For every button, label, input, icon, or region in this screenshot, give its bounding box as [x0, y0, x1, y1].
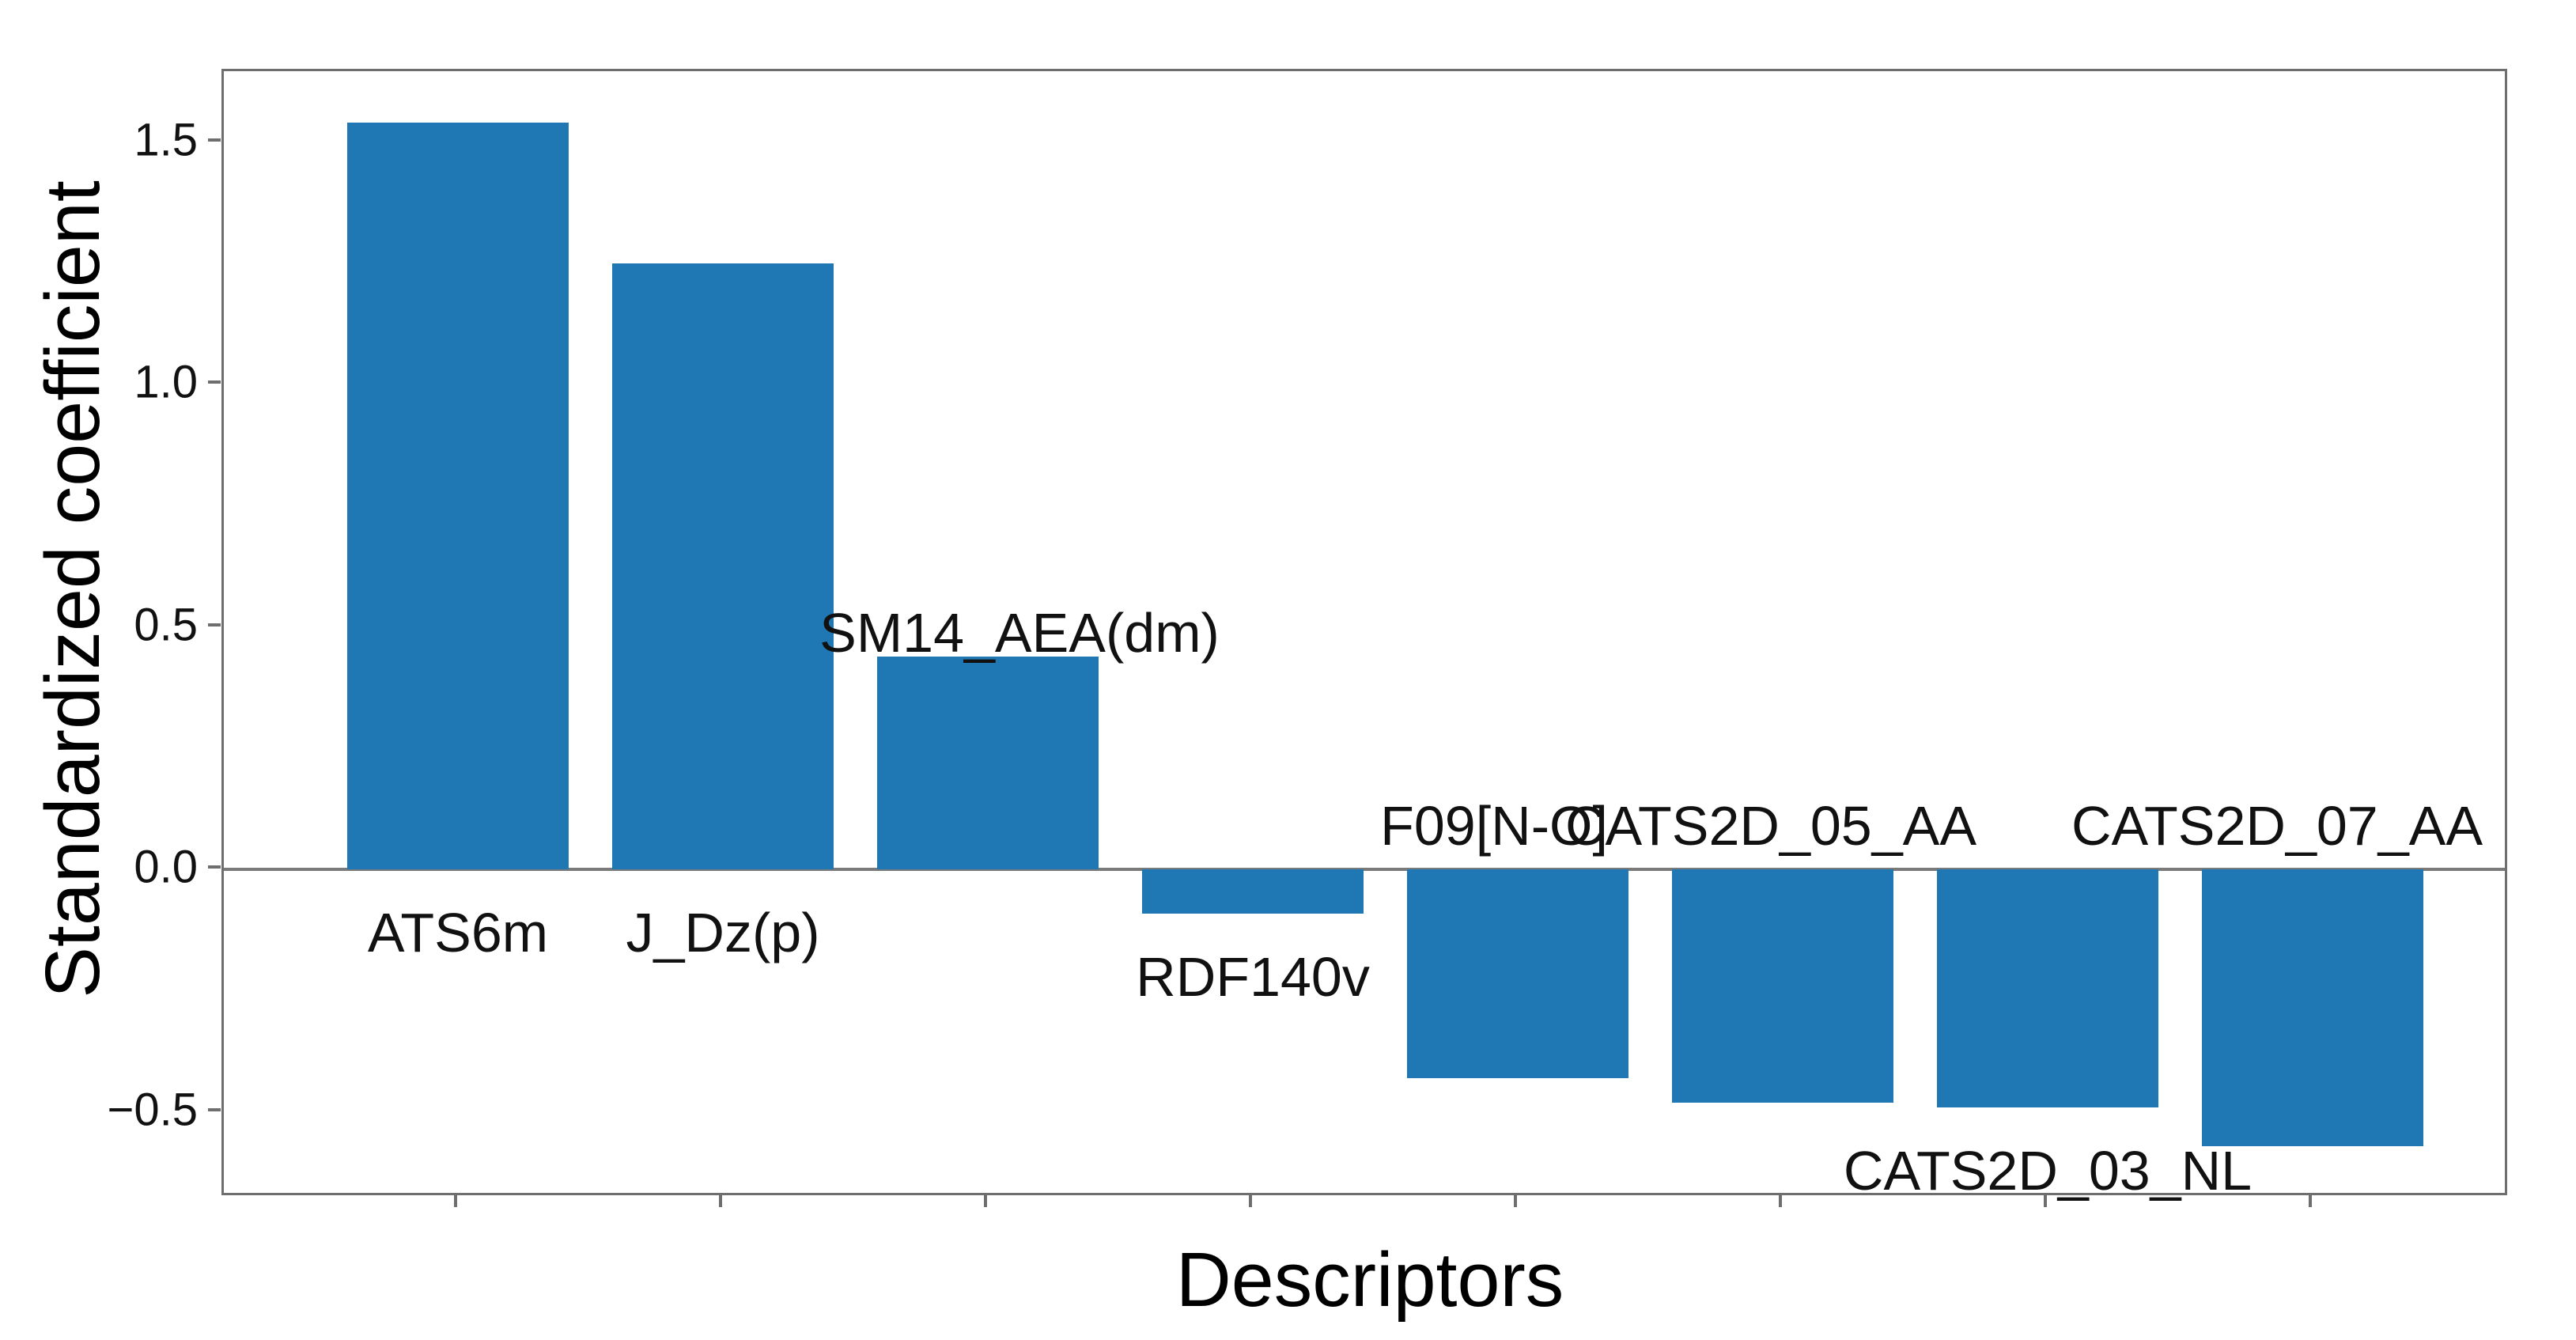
y-tick-label: 1.5 — [134, 114, 198, 166]
plot-area: ATS6m J_Dz(p) SM14_AEA(dm) RDF140v F09[N-O] C… — [221, 69, 2507, 1202]
bar-ats6m — [347, 123, 569, 870]
zero-line — [224, 868, 2505, 872]
bar-label-ats6m: ATS6m — [367, 902, 549, 964]
y-tick-mark — [208, 623, 221, 626]
x-tick-mark — [984, 1195, 987, 1207]
y-tick-mark — [208, 865, 221, 869]
bar-j-dz-p- — [612, 263, 834, 870]
x-tick-mark — [2044, 1195, 2047, 1207]
bar-sm14-aea-dm- — [877, 656, 1099, 870]
x-axis-label: Descriptors — [1175, 1236, 1564, 1323]
bar-label-f09-n-o-: F09[N-O] — [1380, 795, 1608, 857]
x-tick-mark — [454, 1195, 457, 1207]
y-tick-mark — [208, 380, 221, 384]
y-tick-label: 1.0 — [134, 356, 198, 408]
x-tick-mark — [2309, 1195, 2312, 1207]
bar-cats2d-03-nl — [1937, 869, 2158, 1107]
x-tick-mark — [1249, 1195, 1252, 1207]
bar-label-sm14-aea-dm-: SM14_AEA(dm) — [819, 601, 1220, 664]
y-tick-mark — [208, 1108, 221, 1112]
y-tick-mark — [208, 138, 221, 142]
y-tick-label: −0.5 — [107, 1084, 199, 1136]
bar-cats2d-05-aa — [1672, 869, 1893, 1103]
bar-label-cats2d-03-nl: CATS2D_03_NL — [1843, 1139, 2253, 1202]
bar-label-cats2d-07-aa: CATS2D_07_AA — [2071, 795, 2483, 857]
bar-label-cats2d-05-aa: CATS2D_05_AA — [1564, 795, 1977, 857]
bar-label-j-dz-p-: J_Dz(p) — [626, 902, 820, 964]
bar-rdf140v — [1142, 869, 1364, 914]
bar-cats2d-07-aa — [2202, 869, 2423, 1146]
bar-label-rdf140v: RDF140v — [1136, 945, 1370, 1008]
bar-f09-n-o- — [1407, 869, 1628, 1079]
y-tick-label: 0.5 — [134, 599, 198, 651]
y-tick-label: 0.0 — [134, 841, 198, 893]
x-tick-mark — [1514, 1195, 1517, 1207]
x-tick-mark — [1779, 1195, 1782, 1207]
x-tick-mark — [719, 1195, 722, 1207]
